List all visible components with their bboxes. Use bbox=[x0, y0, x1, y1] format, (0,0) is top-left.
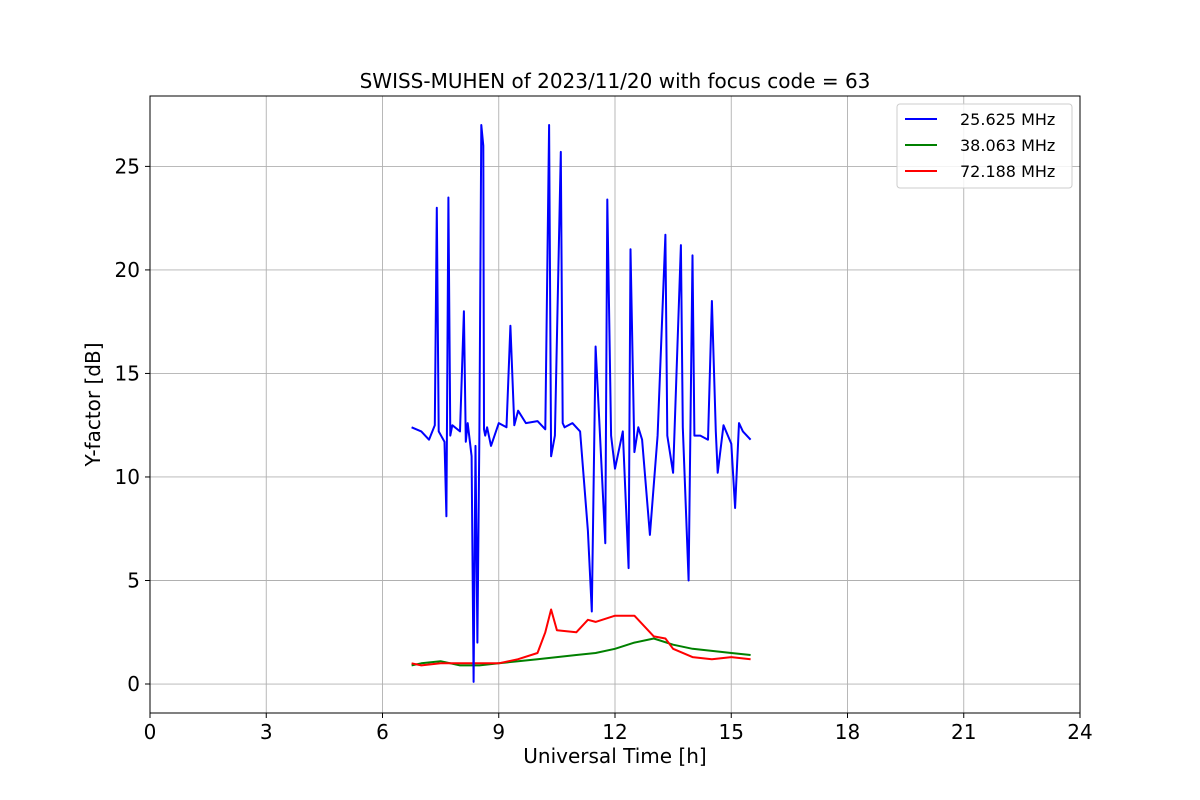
x-axis-label: Universal Time [h] bbox=[523, 744, 706, 768]
legend-label-2: 72.188 MHz bbox=[960, 162, 1055, 181]
y-tick-label: 15 bbox=[115, 361, 140, 385]
legend-box bbox=[896, 103, 1073, 189]
series-line-0 bbox=[411, 124, 752, 683]
y-axis-label: Y-factor [dB] bbox=[81, 342, 105, 467]
x-tick-label: 24 bbox=[1067, 720, 1092, 744]
x-tick-label: 12 bbox=[602, 720, 627, 744]
x-tick-label: 3 bbox=[260, 720, 273, 744]
y-tick-label: 25 bbox=[115, 154, 140, 178]
series-layer bbox=[411, 124, 752, 683]
x-tick-label: 0 bbox=[144, 720, 157, 744]
legend-label-1: 38.063 MHz bbox=[960, 136, 1055, 155]
x-tick-label: 21 bbox=[951, 720, 976, 744]
y-tick-label: 0 bbox=[127, 672, 140, 696]
ticks-layer: 0 3 6 9 12 15 18 21 24 0 5 10 15 20 25 bbox=[115, 154, 1093, 744]
legend: 25.625 MHz 38.063 MHz 72.188 MHz bbox=[896, 103, 1073, 189]
y-tick-label: 10 bbox=[115, 465, 140, 489]
x-tick-label: 6 bbox=[376, 720, 389, 744]
chart-title: SWISS-MUHEN of 2023/11/20 with focus cod… bbox=[360, 69, 871, 93]
series-line-1 bbox=[411, 637, 751, 667]
grid-layer bbox=[149, 96, 1081, 713]
y-tick-label: 20 bbox=[115, 258, 140, 282]
x-tick-label: 18 bbox=[835, 720, 860, 744]
series-line-2 bbox=[411, 608, 751, 667]
y-tick-label: 5 bbox=[127, 568, 140, 592]
x-tick-label: 15 bbox=[719, 720, 744, 744]
legend-label-0: 25.625 MHz bbox=[960, 110, 1055, 129]
x-tick-label: 9 bbox=[492, 720, 505, 744]
